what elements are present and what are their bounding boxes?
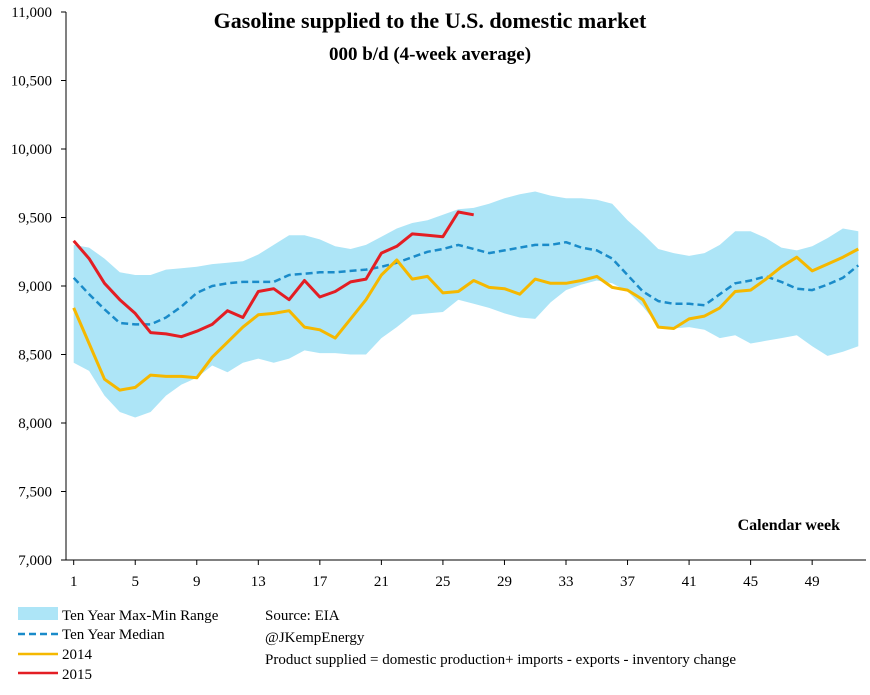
definition-note: Product supplied = domestic production+ … <box>265 652 736 668</box>
legend: Ten Year Max-Min Range Ten Year Median 2… <box>18 607 219 683</box>
x-tick-label: 17 <box>312 574 328 590</box>
y-tick-label: 7,500 <box>18 485 52 501</box>
x-tick-label: 13 <box>251 574 266 590</box>
x-tick-label: 1 <box>70 574 78 590</box>
y-tick-label: 11,000 <box>11 5 52 21</box>
y-tick-label: 10,000 <box>11 142 52 158</box>
y-tick-label: 8,500 <box>18 348 52 364</box>
x-tick-label: 25 <box>435 574 450 590</box>
series-line-ten-year-median <box>72 240 860 326</box>
legend-label-2014: 2014 <box>62 647 93 663</box>
y-tick-label: 7,000 <box>18 553 52 569</box>
x-tick-label: 49 <box>805 574 820 590</box>
x-tick-label: 29 <box>497 574 512 590</box>
series-line-2014 <box>72 247 860 392</box>
legend-label-range: Ten Year Max-Min Range <box>62 608 219 624</box>
chart-title: Gasoline supplied to the U.S. domestic m… <box>214 8 647 33</box>
x-axis-label: Calendar week <box>738 517 840 534</box>
y-tick-label: 10,500 <box>11 74 52 90</box>
y-tick-label: 8,000 <box>18 416 52 432</box>
plot-area <box>72 191 860 418</box>
source-note: Source: EIA <box>265 608 340 624</box>
legend-label-median: Ten Year Median <box>62 627 165 643</box>
x-tick-label: 45 <box>743 574 758 590</box>
x-tick-label: 33 <box>559 574 574 590</box>
notes: Source: EIA @JKempEnergy Product supplie… <box>265 608 736 668</box>
x-tick-label: 5 <box>131 574 139 590</box>
legend-swatch-range <box>18 607 58 620</box>
chart-subtitle: 000 b/d (4-week average) <box>329 44 531 65</box>
y-tick-label: 9,000 <box>18 279 52 295</box>
x-tick-label: 41 <box>682 574 697 590</box>
series-line-2015 <box>72 210 474 339</box>
y-tick-label: 9,500 <box>18 211 52 227</box>
x-tick-label: 21 <box>374 574 389 590</box>
x-tick-label: 37 <box>620 574 636 590</box>
x-tick-label: 9 <box>193 574 201 590</box>
range-band <box>73 191 859 418</box>
legend-label-2015: 2015 <box>62 667 92 683</box>
axes: 7,000 7,500 8,000 8,500 9,000 9,500 10,000 10,5… <box>11 5 866 590</box>
author-handle: @JKempEnergy <box>265 630 365 646</box>
